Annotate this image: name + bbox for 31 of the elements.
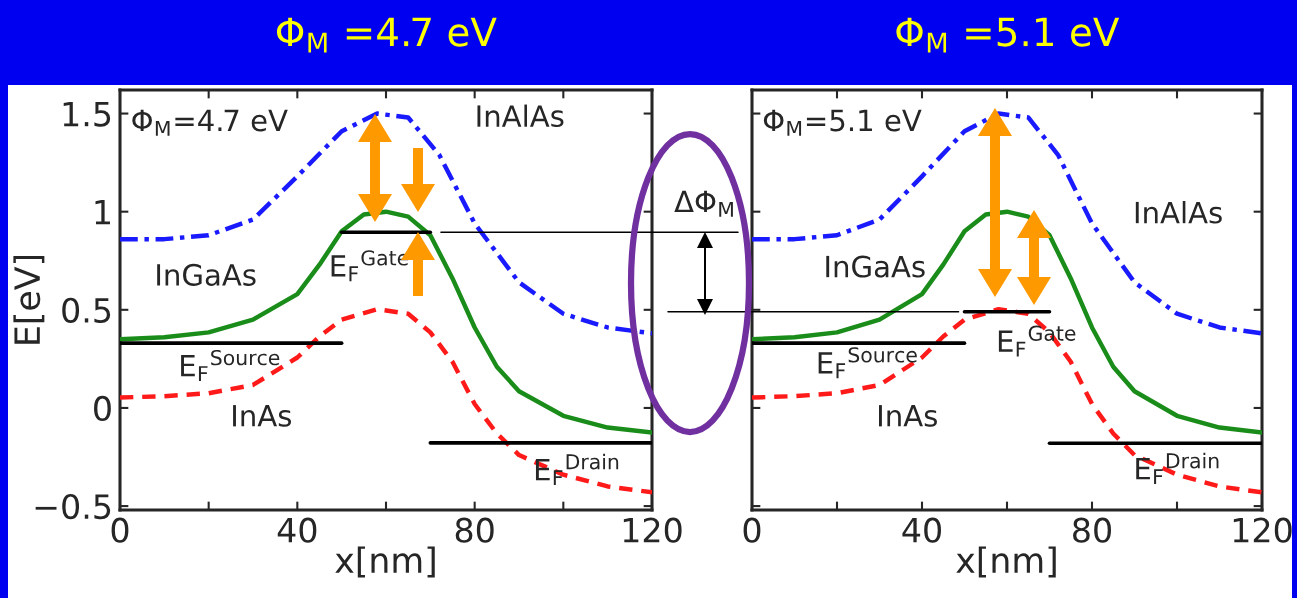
annotation: Φ$_{M}$=5.1 eV	[763, 109, 922, 136]
x-tick-label: 40	[277, 517, 317, 543]
x-tick-label: 120	[1233, 517, 1292, 543]
x-tick-label: 0	[111, 517, 129, 543]
y-tick-label: 0.5	[62, 297, 111, 323]
series-label: E$_{F}$$^{Drain}$	[1136, 452, 1219, 485]
x-tick-label: 80	[1073, 517, 1111, 543]
series-label: E$_{F}$$^{Source}$	[818, 347, 917, 379]
x-tick-label: 80	[455, 517, 494, 543]
series-label: InGaAs	[157, 263, 256, 286]
text: ΔΦ$_{M}$	[674, 190, 733, 217]
y-tick-label: 1.5	[63, 101, 111, 127]
x-tick-label: 40	[902, 517, 941, 543]
y-axis-title: E[eV]	[13, 255, 45, 344]
y-tick-label: 0	[94, 395, 111, 422]
series-label: InGaAs	[826, 255, 925, 278]
annotation: Φ$_{M}$=4.7 eV	[132, 109, 288, 136]
y-tick-label: 1	[95, 200, 110, 225]
x-axis-title: x[nm]	[956, 546, 1056, 578]
series-label: InAs	[233, 405, 292, 427]
series-label: InAlAs	[477, 104, 564, 128]
x-tick-label: 0	[743, 517, 761, 543]
x-axis-title: x[nm]	[335, 546, 435, 578]
series-label: InAlAs	[1135, 201, 1222, 224]
series-label: InAs	[879, 405, 937, 427]
y-tick-label: −0.5	[35, 494, 111, 520]
series-label: E$_{F}$$^{Gate}$	[998, 325, 1076, 357]
chart-title: Φ$_{M}$ =5.1 eV	[896, 17, 1120, 53]
x-tick-label: 120	[623, 517, 682, 543]
chart-title: Φ$_{M}$ =4.7 eV	[276, 17, 497, 53]
series-label: E$_{F}$$^{Source}$	[181, 349, 280, 382]
